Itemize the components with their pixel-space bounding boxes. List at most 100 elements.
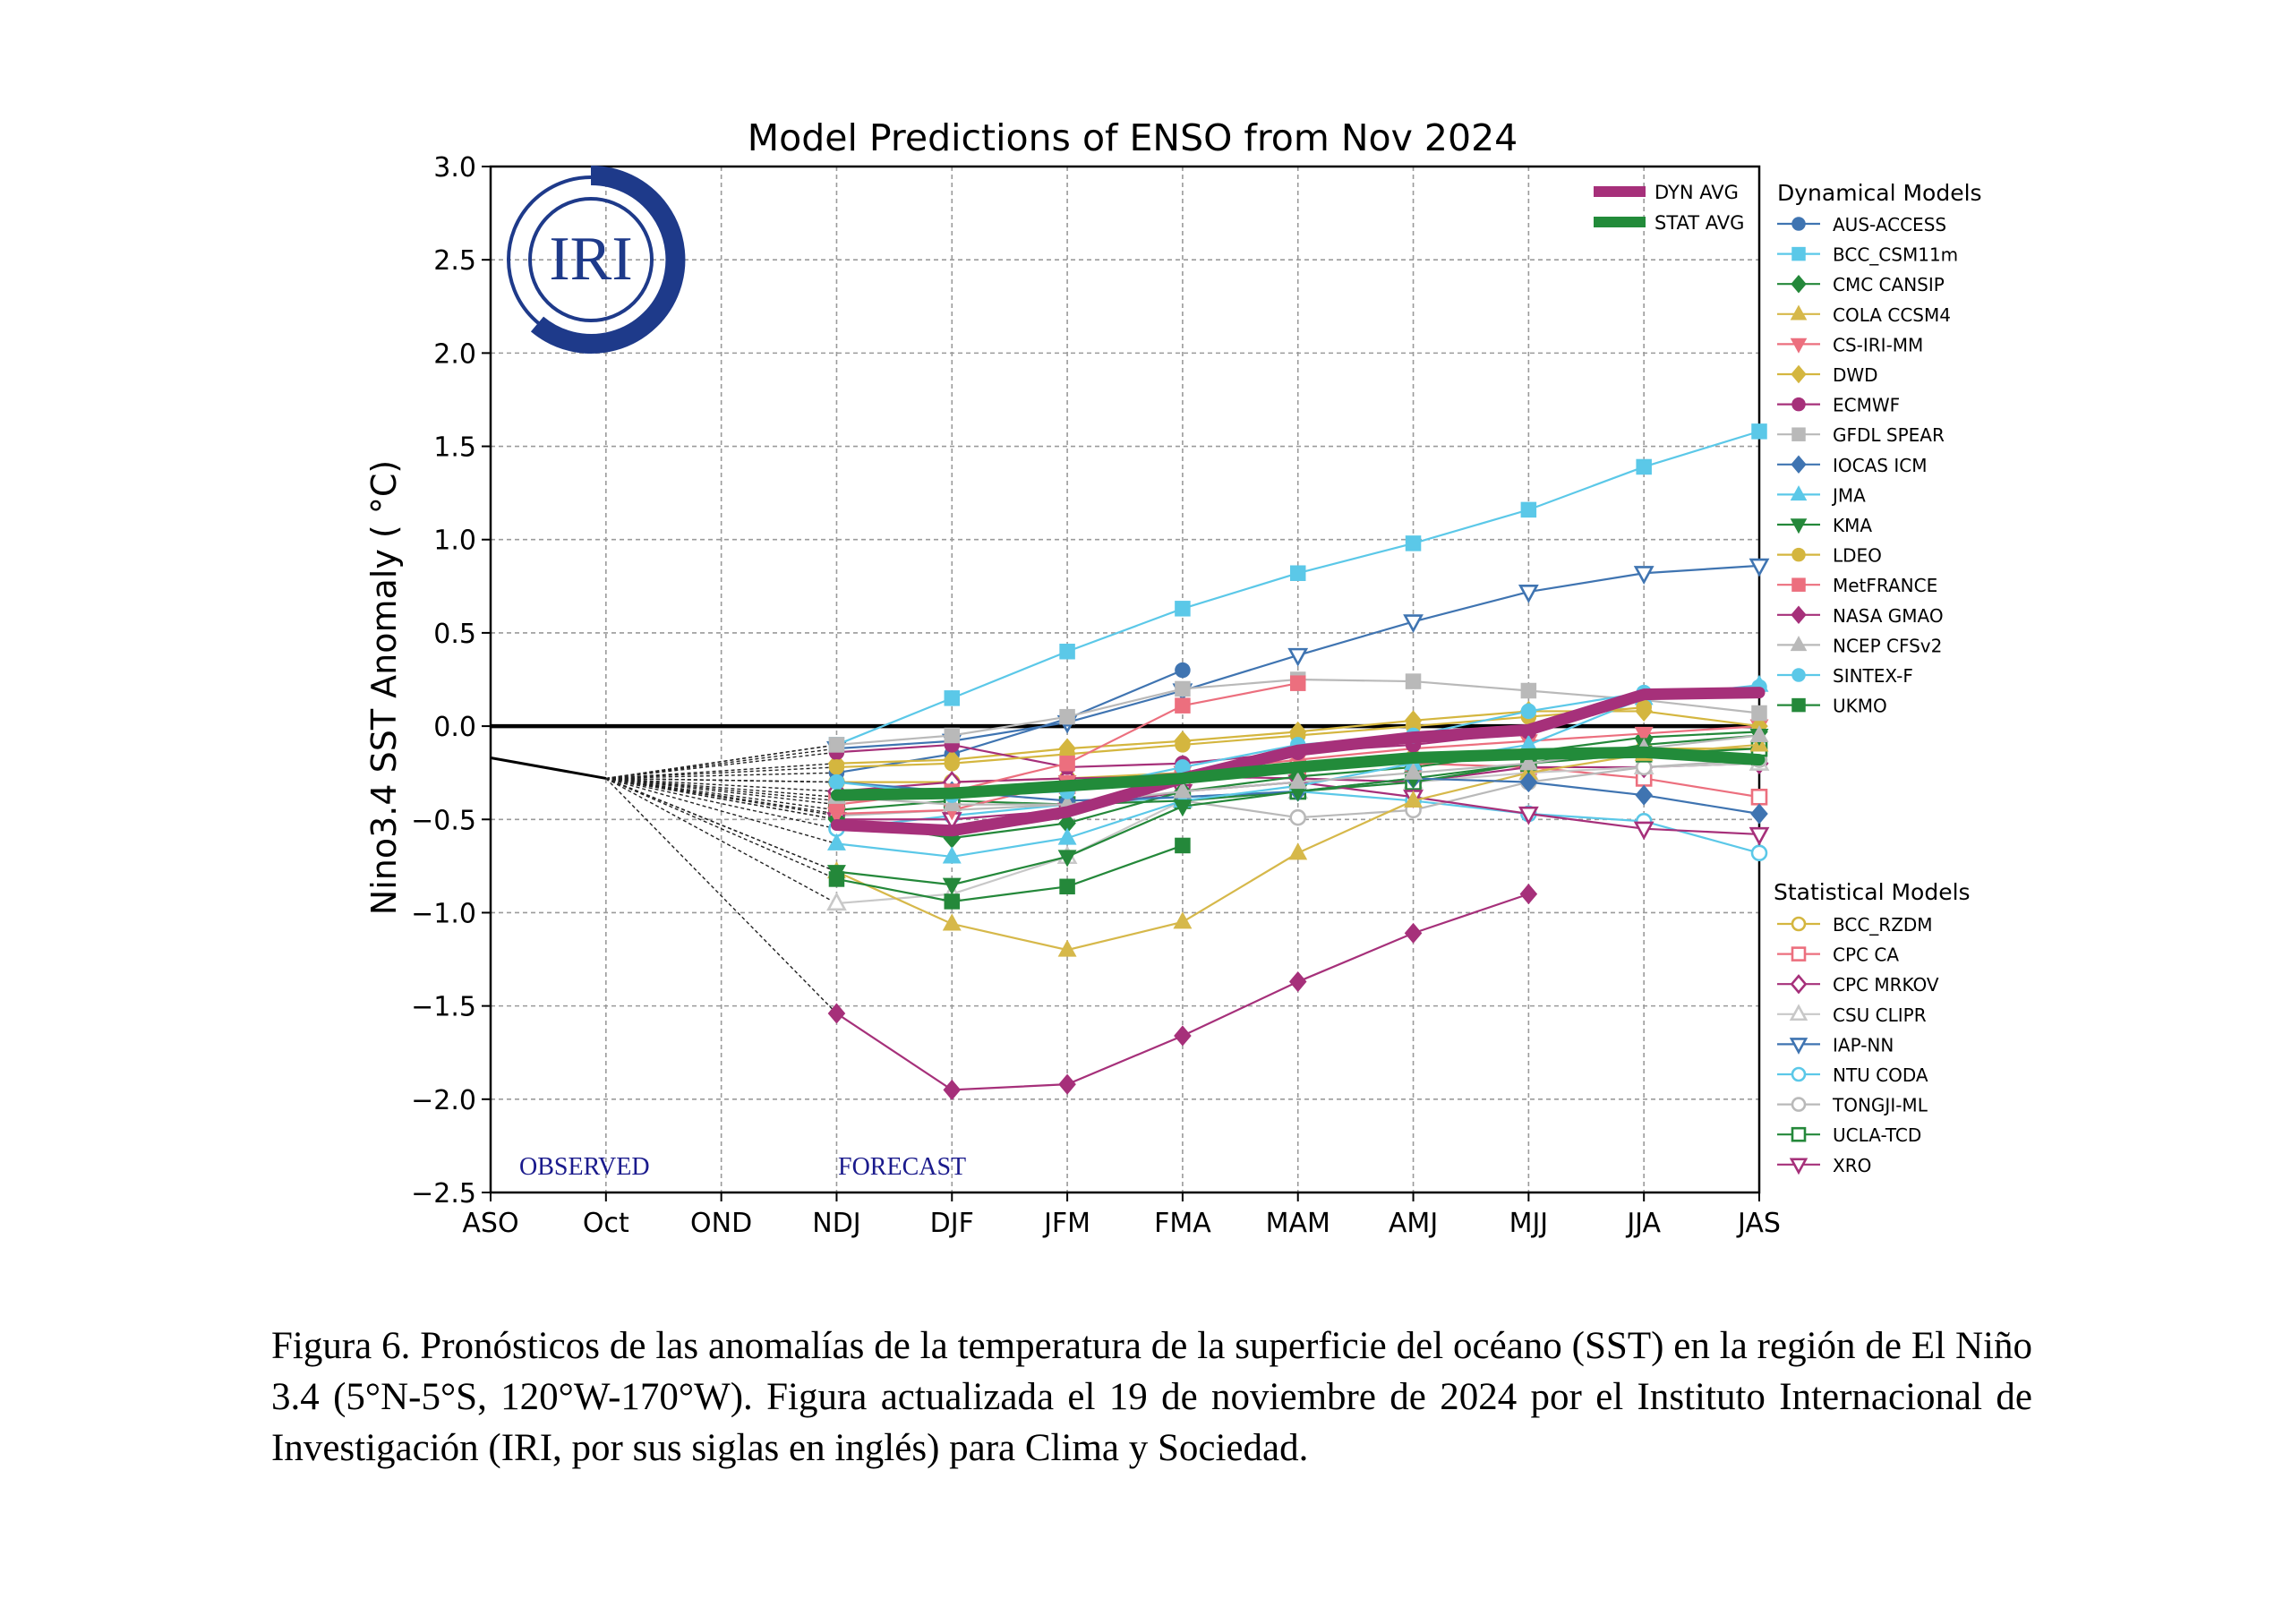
legend: Dynamical Models AUS-ACCESS BCC_CSM11m CMC … — [1774, 180, 1982, 1176]
x-tick-label: MAM — [1266, 1208, 1330, 1239]
data-point — [944, 690, 961, 706]
connector-line — [605, 777, 837, 798]
data-point — [1175, 662, 1191, 679]
legend-label: XRO — [1833, 1155, 1871, 1176]
data-point — [1634, 726, 1654, 744]
legend-label: IAP-NN — [1833, 1034, 1894, 1056]
connector-line — [605, 777, 837, 873]
legend-label: NASA GMAO — [1833, 605, 1944, 627]
data-point — [1173, 911, 1193, 929]
data-point — [1175, 837, 1191, 854]
data-point — [1790, 304, 1808, 321]
legend-label: ECMWF — [1833, 395, 1900, 416]
data-point — [1058, 1073, 1076, 1095]
data-point — [1636, 699, 1652, 716]
data-point — [1635, 784, 1653, 806]
data-point — [1174, 1025, 1192, 1047]
data-point — [1750, 803, 1768, 825]
connector-line — [605, 777, 837, 830]
legend-label: CS-IRI-MM — [1833, 334, 1923, 355]
data-point — [944, 756, 961, 772]
data-point — [826, 892, 847, 911]
data-point — [1790, 518, 1808, 534]
legend-label: UCLA-TCD — [1833, 1124, 1921, 1146]
data-point — [1789, 1004, 1808, 1021]
data-point — [1175, 697, 1191, 714]
data-point — [1791, 1126, 1807, 1142]
data-point — [1749, 724, 1769, 743]
data-point — [1791, 427, 1806, 441]
y-tick-label: 1.5 — [433, 432, 476, 464]
data-point — [942, 846, 962, 864]
y-tick-label: 0.5 — [433, 619, 476, 650]
data-point — [944, 727, 961, 744]
legend-label: CPC CA — [1833, 944, 1899, 966]
legend-label: UKMO — [1833, 696, 1887, 717]
data-point — [1520, 703, 1537, 720]
data-point — [1405, 535, 1422, 551]
forecast-annotation: FORECAST — [838, 1153, 966, 1181]
data-point — [943, 1079, 962, 1100]
data-point — [1520, 501, 1537, 518]
data-point — [1289, 675, 1306, 691]
series-line — [836, 706, 1645, 769]
y-tick-label: 3.0 — [433, 152, 476, 184]
avg-line — [830, 687, 1766, 837]
observed-annotation: OBSERVED — [519, 1153, 650, 1181]
x-tick-label: DJF — [930, 1208, 974, 1239]
y-tick-label: −1.5 — [411, 992, 476, 1023]
data-point — [1289, 808, 1307, 826]
avg-line — [830, 746, 1766, 801]
y-tick-label: −0.5 — [411, 805, 476, 836]
data-point — [1791, 697, 1806, 713]
data-point — [1057, 827, 1077, 845]
data-point — [828, 774, 845, 791]
legend-label: LDEO — [1833, 545, 1882, 567]
x-tick-label: JFM — [1042, 1208, 1090, 1239]
data-point — [1059, 756, 1075, 772]
series — [828, 837, 1191, 910]
connector-line — [605, 777, 837, 820]
data-point — [1288, 772, 1308, 790]
avg-legend-label: STAT AVG — [1655, 212, 1744, 234]
y-tick-label: 0.0 — [433, 712, 476, 743]
legend-label: SINTEX-F — [1833, 665, 1913, 687]
legend-label: NCEP CFSv2 — [1833, 635, 1942, 656]
data-point — [1173, 799, 1193, 817]
connector-line — [605, 777, 837, 845]
data-point — [1518, 806, 1539, 825]
series-line — [836, 669, 1184, 774]
legend-label: DWD — [1833, 364, 1878, 386]
data-point — [1633, 566, 1655, 585]
x-tick-label: JAS — [1736, 1208, 1781, 1239]
legend-title-dynamical: Dynamical Models — [1777, 180, 1982, 206]
data-point — [1791, 364, 1807, 384]
legend-label: COLA CCSM4 — [1833, 304, 1951, 326]
x-tick-label: FMA — [1154, 1208, 1211, 1239]
connector-line — [605, 772, 837, 780]
data-point — [942, 913, 962, 931]
data-point — [1173, 781, 1193, 799]
data-point — [1790, 974, 1808, 995]
connector-line — [605, 777, 837, 815]
avg-legend-label: DYN AVG — [1655, 182, 1739, 203]
y-tick-label: −1.0 — [411, 898, 476, 929]
data-point — [828, 759, 845, 775]
data-point — [1404, 762, 1424, 780]
data-point — [1791, 455, 1807, 474]
data-point — [1289, 565, 1306, 581]
data-point — [1288, 842, 1308, 860]
y-tick-label: 2.5 — [433, 245, 476, 277]
data-point — [1059, 878, 1075, 895]
connector-line — [605, 751, 837, 780]
legend-label: CSU CLIPR — [1833, 1004, 1927, 1026]
enso-chart: Model Predictions of ENSO from Nov 2024 … — [364, 116, 1982, 1239]
data-point — [942, 877, 962, 895]
data-point — [1791, 397, 1806, 412]
legend-label: MetFRANCE — [1833, 575, 1937, 596]
chart-title: Model Predictions of ENSO from Nov 2024 — [748, 116, 1518, 159]
legend-label: NTU CODA — [1833, 1064, 1928, 1086]
data-point — [1791, 577, 1806, 592]
data-point — [1750, 788, 1768, 806]
data-point — [826, 833, 846, 850]
